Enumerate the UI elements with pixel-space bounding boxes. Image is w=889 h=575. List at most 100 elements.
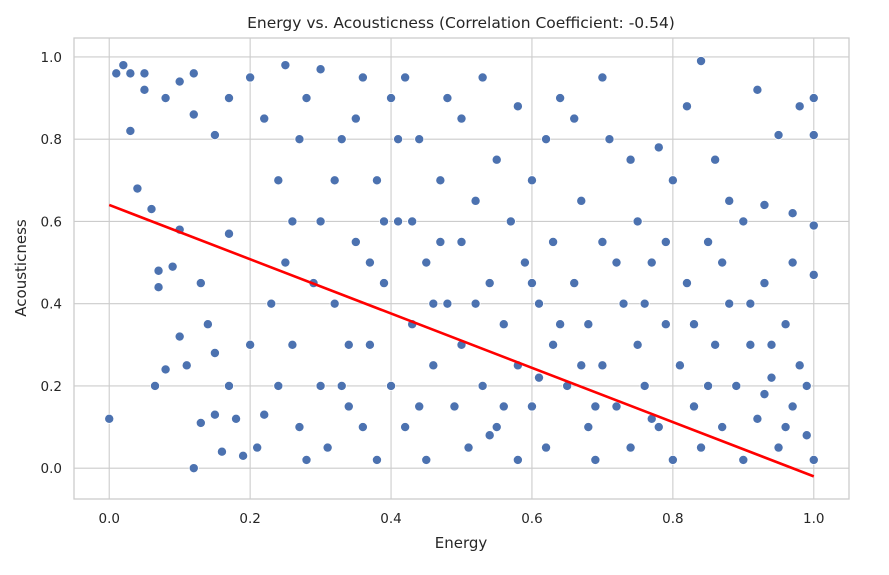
- scatter-point: [759, 278, 770, 289]
- scatter-point: [202, 319, 213, 330]
- x-tick-label: 0.6: [521, 511, 542, 527]
- scatter-point: [301, 93, 312, 104]
- x-axis-label: Energy: [435, 534, 488, 552]
- y-tick-label: 0.2: [41, 379, 62, 395]
- scatter-point: [576, 360, 587, 371]
- scatter-point: [223, 380, 234, 391]
- scatter-point: [787, 208, 798, 219]
- scatter-point: [301, 454, 312, 465]
- scatter-point: [597, 72, 608, 83]
- scatter-point: [273, 380, 284, 391]
- scatter-point: [484, 430, 495, 441]
- scatter-point: [498, 401, 509, 412]
- regression-line: [108, 203, 815, 478]
- scatter-point: [653, 422, 664, 433]
- scatter-point: [477, 380, 488, 391]
- y-tick-label: 0.6: [41, 214, 62, 230]
- scatter-point: [674, 360, 685, 371]
- scatter-point: [696, 56, 707, 67]
- scatter-point: [209, 130, 220, 141]
- x-tick-label: 1.0: [803, 511, 824, 527]
- plot-frame: [73, 37, 850, 500]
- scatter-point: [597, 236, 608, 247]
- scatter-point: [287, 339, 298, 350]
- scatter-point: [336, 380, 347, 391]
- scatter-point: [280, 257, 291, 268]
- scatter-point: [625, 154, 636, 165]
- scatter-point: [407, 216, 418, 227]
- scatter-point: [470, 195, 481, 206]
- scatter-point: [808, 93, 819, 104]
- scatter-point: [280, 60, 291, 71]
- axis-ticks: 0.0 0.2 0.4 0.6 0.8 1.0 0.0 0.2 0.4 0.6 0.8 1.0: [41, 50, 825, 527]
- scatter-point: [703, 236, 714, 247]
- scatter-point: [780, 319, 791, 330]
- scatter-point: [794, 101, 805, 112]
- scatter-point: [604, 134, 615, 145]
- scatter-point: [111, 68, 122, 79]
- scatter-point: [435, 236, 446, 247]
- scatter-point: [139, 84, 150, 95]
- scatter-point: [660, 319, 671, 330]
- scatter-point: [505, 216, 516, 227]
- scatter-point: [386, 380, 397, 391]
- scatter-point: [414, 401, 425, 412]
- scatter-point: [350, 236, 361, 247]
- scatter-point: [294, 134, 305, 145]
- scatter-point: [576, 195, 587, 206]
- scatter-point: [801, 380, 812, 391]
- scatter-point: [512, 101, 523, 112]
- scatter-point: [393, 134, 404, 145]
- scatter-point: [343, 401, 354, 412]
- scatter-point: [752, 84, 763, 95]
- scatter-point: [773, 442, 784, 453]
- chart-title: Energy vs. Acousticness (Correlation Coe…: [247, 14, 675, 32]
- scatter-point: [174, 331, 185, 342]
- scatter-point: [660, 236, 671, 247]
- scatter-point: [322, 442, 333, 453]
- scatter-point: [787, 257, 798, 268]
- scatter-point: [611, 401, 622, 412]
- scatter-point: [181, 360, 192, 371]
- x-tick-label: 0.0: [98, 511, 119, 527]
- scatter-point: [118, 60, 129, 71]
- scatter-point: [808, 130, 819, 141]
- scatter-point: [526, 401, 537, 412]
- y-tick-label: 1.0: [41, 50, 62, 66]
- scatter-point: [632, 339, 643, 350]
- scatter-point: [794, 360, 805, 371]
- scatter-point: [125, 68, 136, 79]
- scatter-point: [534, 298, 545, 309]
- scatter-point: [188, 109, 199, 120]
- y-axis-label: Acousticness: [12, 219, 30, 317]
- scatter-point: [632, 216, 643, 227]
- scatter-point: [266, 298, 277, 309]
- scatter-point: [259, 409, 270, 420]
- scatter-point: [209, 348, 220, 359]
- grid: [74, 38, 849, 499]
- scatter-point: [512, 454, 523, 465]
- scatter-point: [808, 454, 819, 465]
- scatter-point: [442, 93, 453, 104]
- scatter-point: [400, 422, 411, 433]
- scatter-point: [780, 422, 791, 433]
- x-tick-label: 0.8: [662, 511, 683, 527]
- scatter-point: [209, 409, 220, 420]
- scatter-point: [738, 454, 749, 465]
- scatter-point: [139, 68, 150, 79]
- scatter-point: [378, 278, 389, 289]
- y-tick-label: 0.0: [41, 461, 62, 477]
- scatter-point: [414, 134, 425, 145]
- scatter-point: [548, 236, 559, 247]
- scatter-point: [555, 319, 566, 330]
- scatter-point: [287, 216, 298, 227]
- scatter-point: [400, 72, 411, 83]
- scatter-point: [703, 380, 714, 391]
- scatter-point: [245, 72, 256, 83]
- scatter-point: [583, 422, 594, 433]
- scatter-point: [590, 401, 601, 412]
- scatter-point: [534, 372, 545, 383]
- scatter-point: [174, 76, 185, 87]
- scatter-point: [150, 380, 161, 391]
- scatter-point: [463, 442, 474, 453]
